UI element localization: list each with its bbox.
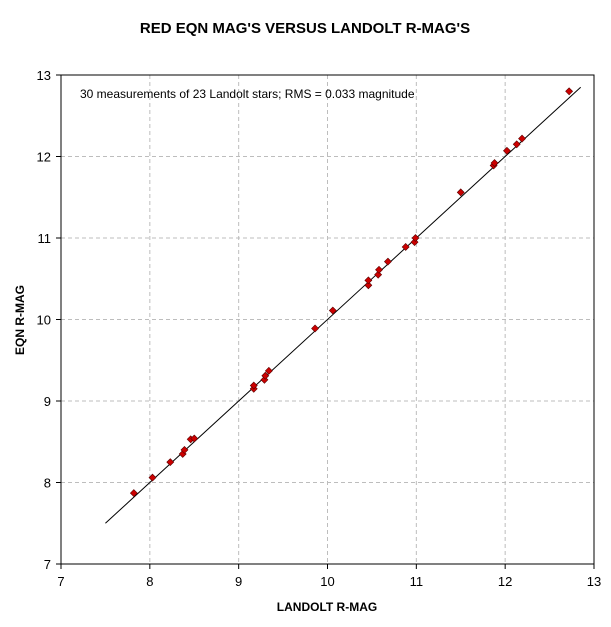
data-point	[383, 257, 392, 266]
data-point	[518, 134, 526, 143]
data-point	[374, 270, 383, 279]
data-point	[565, 87, 574, 96]
chart-title: RED EQN MAG'S VERSUS LANDOLT R-MAG'S	[140, 20, 470, 37]
data-point	[375, 265, 383, 274]
y-tick-label: 7	[44, 557, 51, 572]
x-tick-label: 12	[498, 574, 512, 589]
data-point	[401, 243, 410, 251]
y-tick-label: 10	[37, 313, 51, 328]
data-point	[190, 434, 199, 443]
stats-annotation: 30 measurements of 23 Landolt stars; RMS…	[80, 87, 415, 101]
x-tick-label: 8	[146, 574, 153, 589]
x-tick-label: 11	[410, 574, 424, 589]
y-tick-label: 13	[37, 68, 51, 83]
data-point	[166, 458, 175, 467]
data-point	[180, 445, 189, 454]
data-point	[456, 188, 465, 197]
data-point	[364, 276, 373, 285]
data-point	[249, 381, 258, 390]
x-axis-label: LANDOLT R-MAG	[277, 600, 377, 614]
x-tick-label: 10	[320, 574, 334, 589]
data-points	[129, 87, 574, 498]
x-tick-label: 9	[235, 574, 242, 589]
y-tick-label: 11	[38, 231, 52, 246]
data-point	[311, 324, 319, 333]
data-point	[503, 146, 511, 155]
data-point	[364, 281, 373, 290]
reference-line	[105, 86, 582, 524]
y-tick-labels: 7 8 9 10 11 12 13	[37, 68, 61, 572]
x-tick-label: 7	[57, 574, 64, 589]
x-tick-labels: 7 8 9 10 11 12 13	[57, 564, 601, 589]
data-point	[328, 306, 337, 315]
y-tick-label: 12	[37, 150, 51, 165]
data-point	[264, 366, 273, 375]
data-point	[148, 473, 157, 482]
y-tick-label: 8	[44, 476, 51, 491]
data-point	[512, 140, 521, 149]
data-point	[129, 489, 138, 498]
data-point	[490, 159, 499, 167]
y-tick-label: 9	[44, 394, 51, 409]
data-point	[411, 234, 420, 242]
x-tick-label: 13	[587, 574, 601, 589]
y-axis-label: EQN R-MAG	[13, 285, 27, 355]
data-point	[261, 371, 270, 380]
